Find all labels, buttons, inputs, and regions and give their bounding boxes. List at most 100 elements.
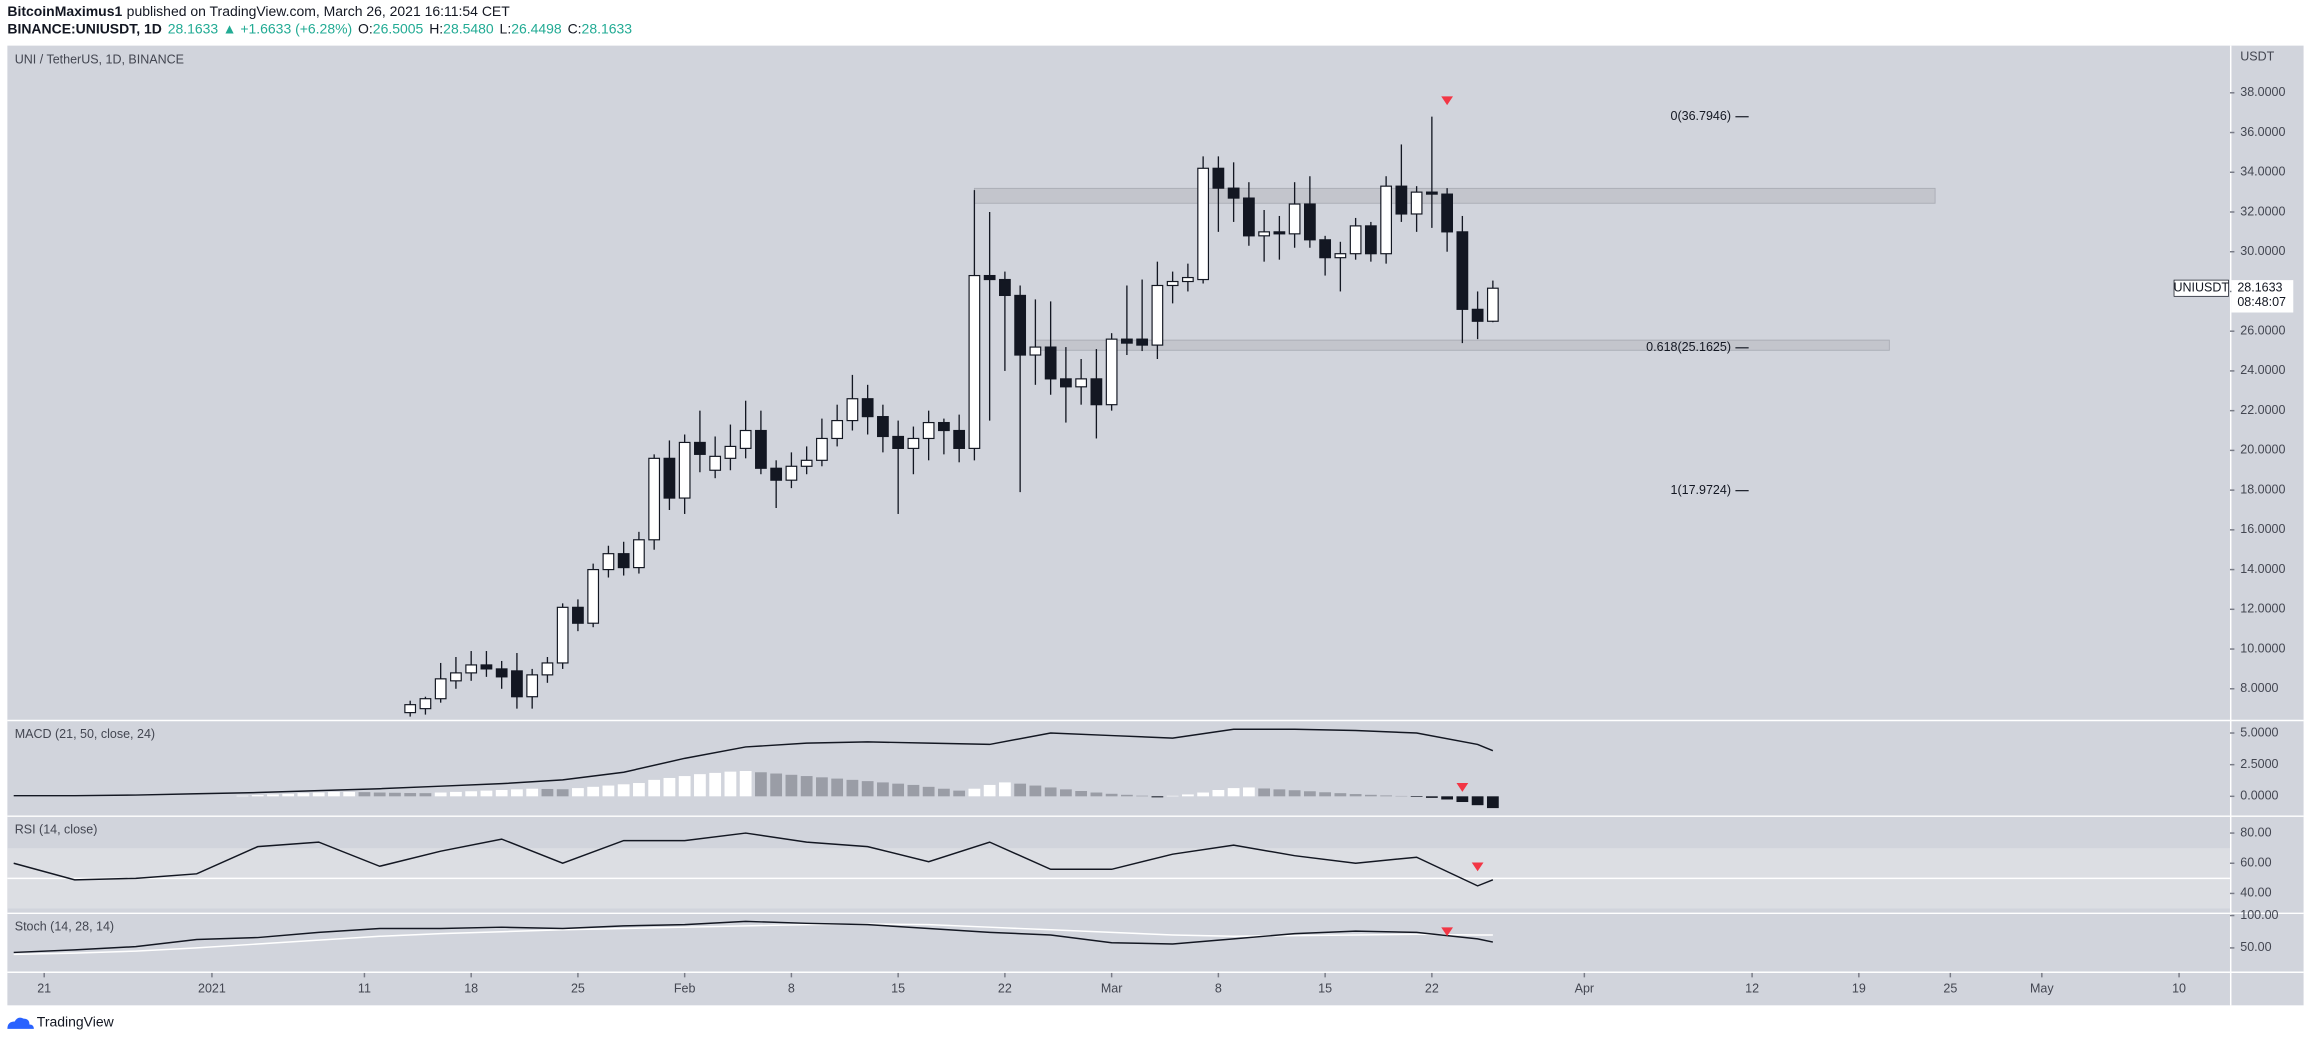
x-tick-label: 2021 (198, 981, 226, 995)
candle-body (1303, 203, 1316, 241)
candle-body (938, 421, 950, 432)
symbol-tag-label: UNIUSDT (2173, 281, 2229, 295)
last: 28.1633 (168, 20, 219, 36)
candle-body (617, 553, 630, 569)
y-tick-label: 0.0000 (2240, 789, 2278, 803)
candle-body (968, 274, 981, 449)
histogram-bar (1364, 794, 1377, 797)
indicator-line (13, 832, 1494, 887)
histogram-bar (1136, 795, 1149, 797)
candle-body (724, 445, 737, 459)
histogram-bar (328, 791, 340, 797)
histogram-bar (1044, 787, 1057, 797)
histogram-bar (1471, 796, 1484, 806)
y-tick-label: 14.0000 (2240, 562, 2285, 576)
histogram-bar (1227, 788, 1240, 797)
candle-body (450, 672, 462, 682)
histogram-bar (968, 788, 981, 797)
candle-body (480, 664, 493, 670)
countdown: 08:48:07 (2237, 295, 2286, 309)
x-tick-label: 15 (891, 981, 905, 995)
histogram-bar (1242, 787, 1255, 797)
histogram-bar (358, 792, 371, 797)
y-tick-label: 40.00 (2240, 886, 2271, 900)
histogram-bar (755, 772, 767, 797)
y-tick-label: 24.0000 (2240, 363, 2285, 377)
candle-body (1090, 378, 1103, 406)
histogram-bar (1014, 783, 1027, 797)
y-tick-label: 26.0000 (2240, 323, 2285, 337)
pane-title: RSI (14, close) (15, 822, 98, 836)
histogram-bar (724, 771, 737, 797)
x-tick-label: 8 (1215, 981, 1222, 995)
histogram-bar (419, 793, 432, 797)
histogram-bar (1258, 788, 1271, 797)
x-tick-label: Apr (1575, 981, 1594, 995)
candle-body (1151, 284, 1164, 346)
histogram-bar (694, 774, 706, 797)
candle-body (1380, 185, 1393, 255)
signal-arrow (1441, 927, 1454, 937)
histogram-bar (846, 779, 859, 797)
ohlc-value: 28.5480 (443, 20, 494, 36)
histogram-bar (1425, 796, 1438, 798)
histogram-bar (938, 788, 950, 797)
candle-body (572, 606, 584, 624)
indicator-line (13, 923, 1493, 956)
histogram-bar (1441, 796, 1454, 800)
histogram-bar (1380, 795, 1393, 797)
x-tick-label: 25 (1943, 981, 1957, 995)
candle-body (709, 455, 722, 471)
candle-body (739, 429, 752, 449)
x-tick-label: 8 (788, 981, 795, 995)
histogram-bar (1060, 789, 1072, 797)
candle-body (1044, 346, 1057, 380)
candle-body (465, 664, 478, 674)
histogram-bar (1212, 789, 1225, 797)
histogram-bar (404, 793, 417, 797)
candle-body (1181, 276, 1194, 283)
histogram-bar (1105, 793, 1118, 797)
ohlc-value: 26.5005 (373, 20, 424, 36)
candle-body (1471, 308, 1484, 322)
logo (7, 1017, 34, 1029)
histogram-bar (541, 788, 554, 797)
histogram-bar (1090, 792, 1103, 797)
histogram-bar (236, 795, 249, 797)
author: BitcoinMaximus1 (7, 2, 122, 18)
histogram-bar (877, 782, 889, 797)
candle-body (861, 398, 874, 418)
histogram-bar (633, 783, 645, 797)
candle-body (633, 539, 645, 569)
histogram-bar (434, 792, 447, 797)
ohlc-value: 26.4498 (511, 20, 562, 36)
pane-title: UNI / TetherUS, 1D, BINANCE (15, 53, 184, 67)
histogram-bar (983, 784, 996, 797)
y-tick-label: 60.00 (2240, 856, 2271, 870)
histogram-bar (602, 785, 615, 797)
ohlc-label: O: (358, 20, 373, 36)
candle-body (816, 437, 828, 461)
ohlc-label: H: (429, 20, 443, 36)
candle-body (1075, 378, 1088, 388)
ohlc-value: 28.1633 (582, 20, 633, 36)
histogram-bar (343, 791, 356, 797)
price-tag-label: 28.1633 (2237, 281, 2282, 295)
x-tick-label: Feb (674, 981, 696, 995)
y-tick-label: 34.0000 (2240, 165, 2285, 179)
x-tick-label: Mar (1101, 981, 1123, 995)
y-tick-label: 16.0000 (2240, 522, 2285, 536)
chart-background (7, 45, 2304, 1006)
candle-body (1029, 346, 1042, 356)
signal-arrow (1471, 862, 1484, 872)
pane-title: Stoch (14, 28, 14) (15, 920, 114, 934)
candle-body (1136, 338, 1149, 346)
histogram-bar (450, 791, 462, 797)
histogram-bar (1349, 794, 1362, 797)
footer: TradingView (7, 1014, 115, 1030)
candle-body (1288, 203, 1301, 235)
zone (973, 187, 1936, 204)
histogram-bar (1181, 794, 1194, 797)
candle-body (602, 553, 615, 571)
